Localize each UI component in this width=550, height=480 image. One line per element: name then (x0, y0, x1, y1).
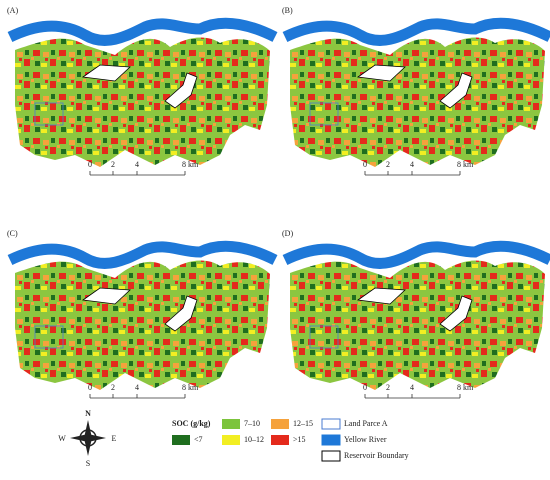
legend-title: SOC (g/kg) (172, 419, 211, 428)
legend-label: Reservoir Boundary (344, 451, 409, 460)
compass (70, 420, 106, 456)
scale-label: 8 km (457, 383, 474, 392)
legend-label: Land Parce A (344, 419, 388, 428)
panel: (D) 0 2 4 8 km (282, 229, 550, 399)
legend-swatch (321, 418, 341, 430)
scale-label: 4 (135, 383, 139, 392)
panel-label: (A) (7, 6, 18, 15)
legend-swatch (271, 435, 289, 445)
compass-s: S (86, 459, 90, 468)
panel-label: (B) (282, 6, 293, 15)
legend-swatch (222, 435, 240, 445)
legend-swatch (321, 434, 341, 446)
scale-label: 0 (88, 383, 92, 392)
scale-label: 0 (88, 160, 92, 169)
legend-label: Yellow River (344, 435, 387, 444)
panel-label: (C) (7, 229, 18, 238)
legend-label: 7–10 (244, 419, 260, 428)
scale-label: 8 km (182, 160, 199, 169)
map-view (10, 246, 275, 390)
scale-label: 0 (363, 160, 367, 169)
panel: (A) 0 2 4 8 km (7, 6, 275, 176)
panel: (C) 0 2 4 8 km (7, 229, 275, 399)
scale-label: 4 (410, 160, 414, 169)
map-view (285, 23, 550, 167)
panels: (A) 0 2 4 8 km (B) 0 2 4 8 km (C) 0 2 4 8 km (D) 0 2 4 8 km (7, 6, 550, 399)
scale-label: 8 km (182, 383, 199, 392)
compass-n: N (85, 409, 91, 418)
legend-swatch (222, 419, 240, 429)
legend-label: >15 (293, 435, 306, 444)
legend-swatch (172, 435, 190, 445)
scale-label: 2 (386, 383, 390, 392)
scale-label: 2 (386, 160, 390, 169)
scale-label: 4 (410, 383, 414, 392)
legend-label: 12–15 (293, 419, 313, 428)
legend: N S W E SOC (g/kg) <7 7–10 10–12 12–15 >15 Land Pa… (58, 409, 408, 468)
legend-swatch (321, 450, 341, 462)
scale-label: 8 km (457, 160, 474, 169)
panel: (B) 0 2 4 8 km (282, 6, 550, 176)
panel-label: (D) (282, 229, 293, 238)
map-view (285, 246, 550, 390)
scale-label: 4 (135, 160, 139, 169)
scale-label: 0 (363, 383, 367, 392)
compass-e: E (112, 434, 117, 443)
compass-ring (79, 429, 97, 447)
legend-label: <7 (194, 435, 203, 444)
legend-label: 10–12 (244, 435, 264, 444)
scale-label: 2 (111, 383, 115, 392)
compass-w: W (58, 434, 66, 443)
map-view (10, 23, 275, 167)
scale-label: 2 (111, 160, 115, 169)
legend-swatch (271, 419, 289, 429)
